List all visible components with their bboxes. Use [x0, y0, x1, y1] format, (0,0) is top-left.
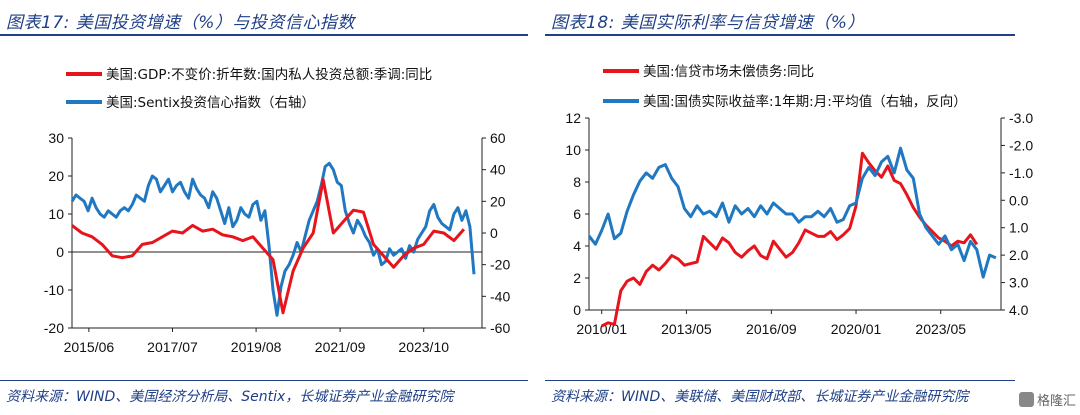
- left-y-tick-label: 0: [573, 302, 581, 318]
- left-y-tick-label: 30: [48, 130, 64, 146]
- right-source-rule: [545, 380, 1015, 381]
- series-line-0: [601, 151, 979, 328]
- left-chart-source: 资料来源：WIND、美国经济分析局、Sentix，长城证券产业金融研究院: [6, 389, 454, 405]
- x-tick-label: 2016/09: [746, 321, 797, 337]
- right-chart: 0 2 4 6 8 10 12 -3.0 -2.0 -1.0 0.0 1.0 2.0 3.0 4.0 2010…: [565, 63, 1033, 337]
- right-chart-panel: 图表18: 美国实际利率与信贷增速（%） 0 2 4 6 8 10 12 -3.0 -2.0 -1…: [545, 0, 1080, 415]
- x-tick-label: 2010/01: [576, 321, 627, 337]
- left-y-tick-label: -20: [44, 320, 64, 336]
- left-y-tick-label: 10: [565, 142, 581, 158]
- legend-label-0: 美国:GDP:不变价:折年数:国内私人投资总额:季调:同比: [106, 67, 432, 83]
- right-y-tick-label: 2.0: [1009, 247, 1029, 263]
- legend-label-1: 美国:Sentix投资信心指数（右轴）: [106, 95, 315, 111]
- right-y-tick-label: 60: [490, 130, 506, 146]
- watermark: 格隆汇: [1018, 390, 1076, 409]
- left-y-tick-label: 12: [565, 110, 581, 126]
- x-tick-label: 2020/01: [831, 321, 882, 337]
- left-y-tick-label: 0: [56, 244, 64, 260]
- left-source-rule: [0, 380, 528, 381]
- x-tick-label: 2023/10: [398, 339, 449, 355]
- right-y-tick-label: 20: [490, 193, 506, 209]
- watermark-logo-icon: [1018, 392, 1034, 407]
- left-y-tick-label: -10: [44, 282, 64, 298]
- right-y-tick-label: 0.0: [1009, 192, 1029, 208]
- series-line-1: [70, 161, 476, 317]
- right-y-tick-label: 1.0: [1009, 220, 1029, 236]
- left-chart: -20 -10 0 10 20 30 -60 -40 -20 0 20 40 60 2015/06 2017…: [44, 67, 511, 355]
- right-y-tick-label: 40: [490, 162, 506, 178]
- right-y-tick-label: -60: [490, 320, 510, 336]
- right-y-tick-label: 3.0: [1009, 275, 1029, 291]
- right-chart-source: 资料来源：WIND、美联储、美国财政部、长城证券产业金融研究院: [551, 389, 969, 405]
- x-tick-label: 2015/06: [64, 339, 115, 355]
- right-y-tick-label: -3.0: [1009, 110, 1033, 126]
- x-tick-label: 2023/05: [915, 321, 966, 337]
- left-title-rule: [0, 34, 528, 36]
- right-y-tick-label: 0: [490, 225, 498, 241]
- x-tick-label: 2017/07: [147, 339, 198, 355]
- x-tick-label: 2021/09: [315, 339, 366, 355]
- series-line-0: [71, 178, 466, 315]
- left-chart-title: 图表17: 美国投资增速（%）与投资信心指数: [6, 13, 355, 33]
- right-y-tick-label: -20: [490, 257, 510, 273]
- left-y-tick-label: 4: [573, 238, 581, 254]
- right-y-tick-label: -1.0: [1009, 165, 1033, 181]
- series-line-1: [587, 146, 997, 279]
- left-y-tick-label: 10: [48, 206, 64, 222]
- left-y-tick-label: 6: [573, 206, 581, 222]
- left-y-tick-label: 8: [573, 174, 581, 190]
- x-tick-label: 2019/08: [231, 339, 282, 355]
- left-y-tick-label: 20: [48, 168, 64, 184]
- left-chart-panel: 图表17: 美国投资增速（%）与投资信心指数 -20 -10 0 10 20 30 -60-…: [0, 13, 528, 405]
- left-y-tick-label: 2: [573, 270, 581, 286]
- legend-label-1: 美国:国债实际收益率:1年期:月:平均值（右轴，反向）: [643, 93, 967, 110]
- right-y-tick-label: -40: [490, 288, 510, 304]
- right-title-rule: [545, 34, 1015, 36]
- legend-label-0: 美国:信贷市场未偿债务:同比: [643, 63, 814, 80]
- right-y-tick-label: -2.0: [1009, 137, 1033, 153]
- right-chart-title: 图表18: 美国实际利率与信贷增速（%）: [551, 13, 865, 33]
- x-tick-label: 2013/05: [661, 321, 712, 337]
- watermark-text: 格隆汇: [1036, 394, 1076, 409]
- right-y-tick-label: 4.0: [1009, 302, 1029, 318]
